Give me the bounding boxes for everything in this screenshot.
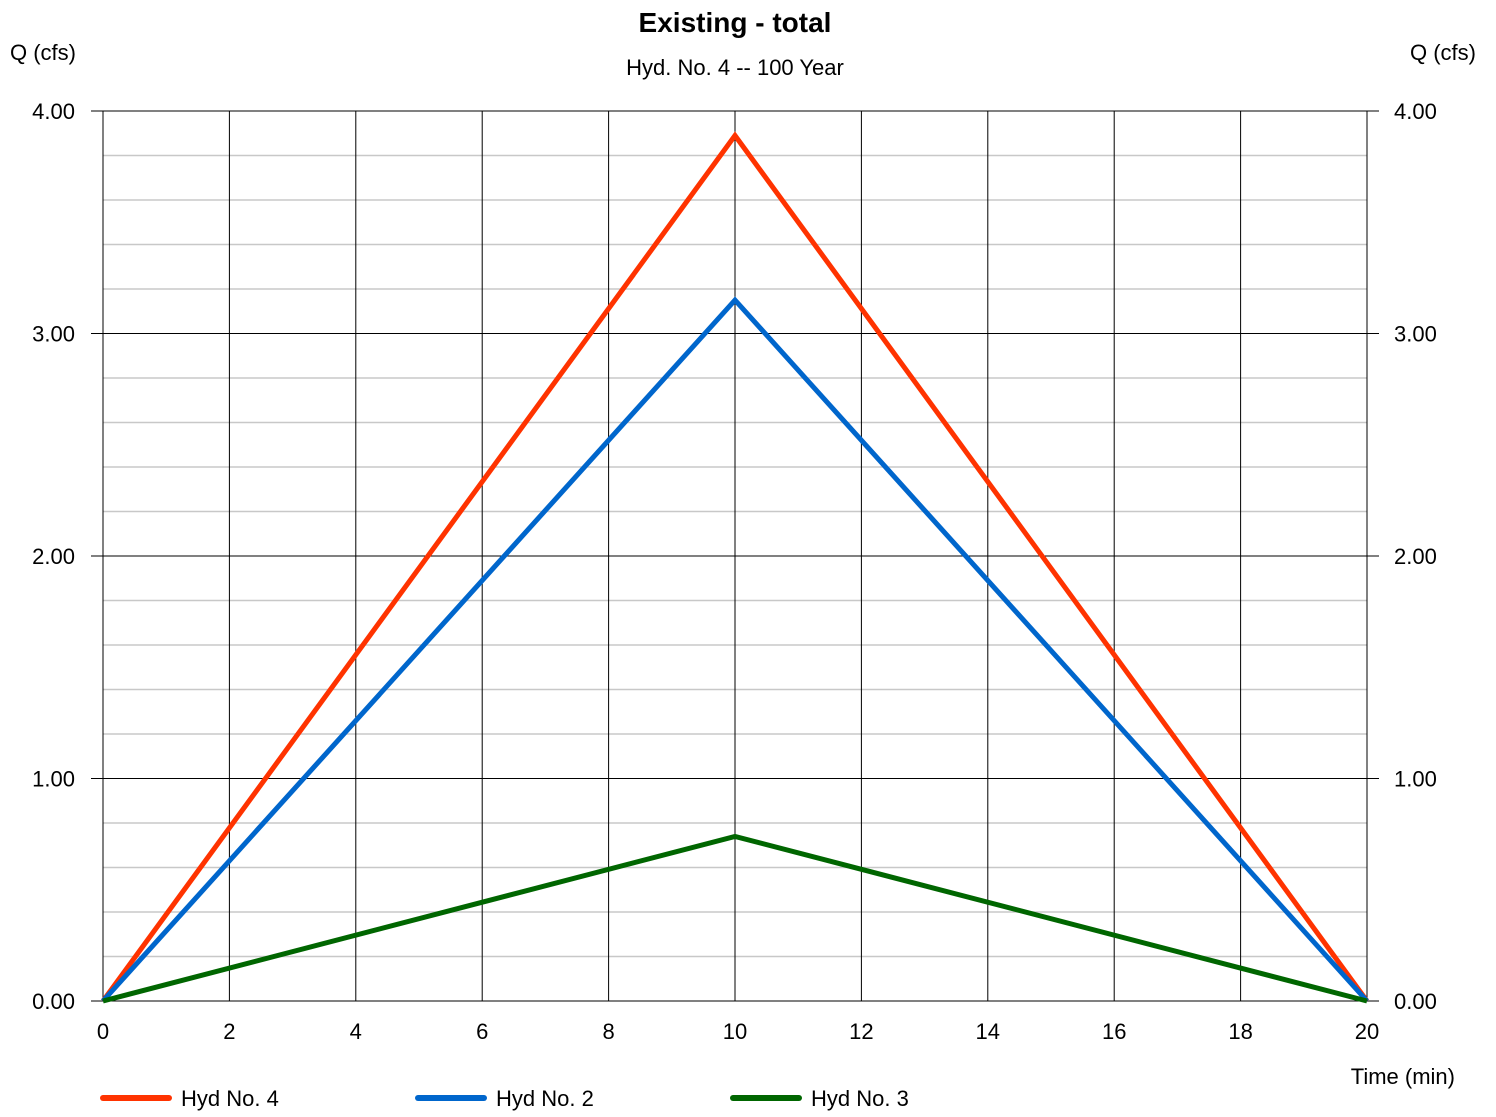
x-tick-label: 0 [97, 1019, 109, 1044]
x-tick-label: 6 [476, 1019, 488, 1044]
y-tick-label-right: 2.00 [1394, 544, 1437, 569]
y-axis-label-left: Q (cfs) [10, 40, 76, 65]
x-tick-label: 2 [223, 1019, 235, 1044]
series-line [100, 131, 1370, 1003]
legend-label: Hyd No. 3 [811, 1086, 909, 1111]
x-tick-label: 18 [1228, 1019, 1252, 1044]
y-tick-label-left: 3.00 [32, 322, 75, 347]
legend: Hyd No. 4 Hyd No. 2 Hyd No. 3 [100, 1086, 909, 1111]
x-tick-label: 10 [723, 1019, 747, 1044]
y-tick-label-right: 0.00 [1394, 989, 1437, 1014]
chart-subtitle: Hyd. No. 4 -- 100 Year [626, 55, 844, 80]
chart-title: Existing - total [639, 7, 832, 38]
x-tick-label: 12 [849, 1019, 873, 1044]
x-tick-label: 16 [1102, 1019, 1126, 1044]
x-tick-label: 20 [1355, 1019, 1379, 1044]
x-axis-label: Time (min) [1351, 1064, 1455, 1089]
y-tick-label-left: 4.00 [32, 99, 75, 124]
x-tick-label: 8 [602, 1019, 614, 1044]
y-tick-label-right: 3.00 [1394, 322, 1437, 347]
legend-label: Hyd No. 2 [496, 1086, 594, 1111]
x-tick-label: 4 [350, 1019, 362, 1044]
series-line [102, 833, 1368, 1004]
y-tick-label-right: 4.00 [1394, 99, 1437, 124]
y-tick-label-left: 1.00 [32, 767, 75, 792]
x-tick-label: 14 [976, 1019, 1000, 1044]
legend-label: Hyd No. 4 [181, 1086, 279, 1111]
y-tick-label-right: 1.00 [1394, 767, 1437, 792]
tick-labels: 0.00 0.00 1.00 1.00 2.00 2.00 3.00 3.00 4.00 4.00… [32, 99, 1437, 1044]
y-tick-label-left: 2.00 [32, 544, 75, 569]
series-line [101, 296, 1369, 1003]
series-layer [100, 131, 1370, 1004]
y-axis-label-right: Q (cfs) [1410, 40, 1476, 65]
y-tick-label-left: 0.00 [32, 989, 75, 1014]
major-gridlines [91, 110, 1379, 1002]
